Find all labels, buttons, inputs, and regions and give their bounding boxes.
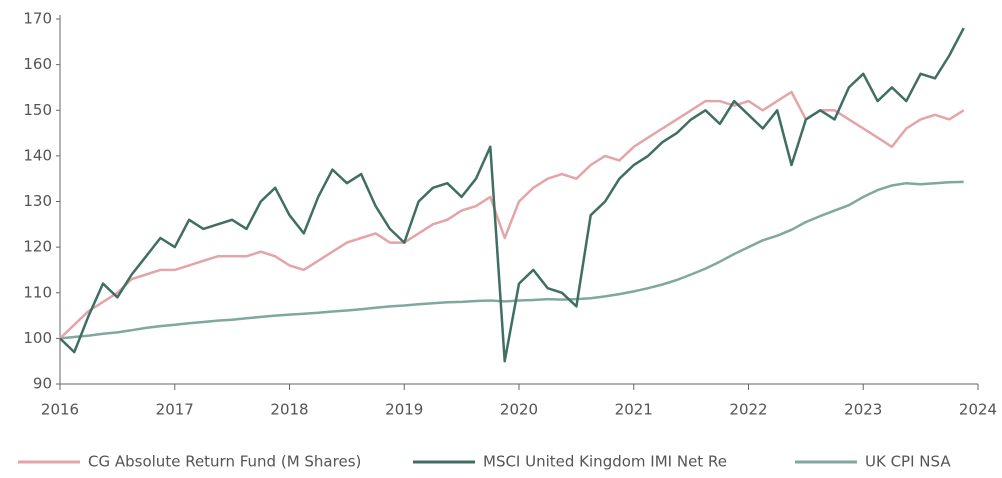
- legend-text: MSCI United Kingdom IMI Net Re: [483, 453, 727, 471]
- y-tick-label: 110: [23, 283, 52, 301]
- x-tick-label: 2020: [500, 401, 538, 419]
- y-tick-label: 90: [33, 375, 52, 393]
- x-tick-label: 2024: [959, 401, 997, 419]
- series-line: [59, 27, 965, 363]
- x-tick-label: 2023: [844, 401, 882, 419]
- x-tick-label: 2019: [385, 401, 423, 419]
- legend-text: CG Absolute Return Fund (M Shares): [88, 453, 361, 471]
- x-tick-label: 2017: [156, 401, 194, 419]
- legend-text: UK CPI NSA: [865, 453, 951, 471]
- x-tick-label: 2022: [729, 401, 767, 419]
- y-tick-label: 170: [23, 10, 52, 28]
- x-tick-label: 2016: [41, 401, 79, 419]
- series-line: [59, 180, 964, 340]
- y-tick-label: 130: [23, 192, 52, 210]
- x-tick-label: 2021: [615, 401, 653, 419]
- x-tick-label: 2018: [270, 401, 308, 419]
- y-tick-label: 150: [23, 101, 52, 119]
- y-tick-label: 120: [23, 238, 52, 256]
- y-tick-label: 100: [23, 329, 52, 347]
- y-tick-label: 160: [23, 55, 52, 73]
- y-tick-label: 140: [23, 146, 52, 164]
